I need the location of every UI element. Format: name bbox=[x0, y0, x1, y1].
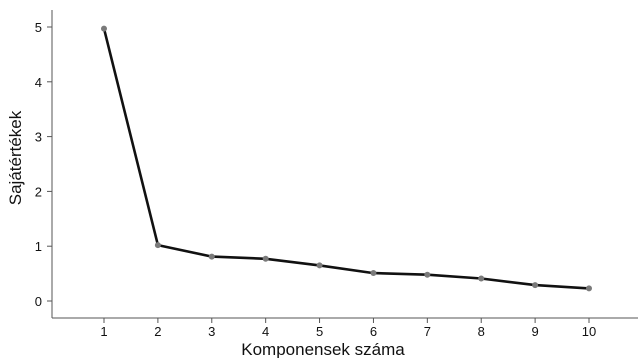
y-tick-label: 5 bbox=[35, 20, 42, 35]
data-point bbox=[370, 270, 377, 277]
x-tick-label: 2 bbox=[154, 324, 161, 339]
data-point bbox=[478, 275, 485, 282]
y-axis-title: Sajátértékek bbox=[6, 110, 25, 205]
x-tick-label: 7 bbox=[424, 324, 431, 339]
y-tick-label: 4 bbox=[35, 75, 42, 90]
series bbox=[101, 25, 592, 292]
eigenvalue-line bbox=[102, 28, 590, 290]
data-point bbox=[262, 255, 269, 262]
x-tick-label: 6 bbox=[370, 324, 377, 339]
data-point bbox=[532, 282, 539, 289]
y-tick-label: 2 bbox=[35, 184, 42, 199]
data-point bbox=[424, 271, 431, 278]
y-tick-label: 1 bbox=[35, 239, 42, 254]
data-point bbox=[208, 253, 215, 260]
y-ticks: 0 1 2 3 4 5 bbox=[35, 20, 52, 309]
y-tick-label: 3 bbox=[35, 130, 42, 145]
y-tick-label: 0 bbox=[35, 294, 42, 309]
x-tick-label: 1 bbox=[100, 324, 107, 339]
x-ticks: 1 2 3 4 5 6 7 8 9 10 bbox=[100, 318, 596, 339]
x-tick-label: 9 bbox=[531, 324, 538, 339]
x-tick-label: 3 bbox=[208, 324, 215, 339]
axes bbox=[51, 10, 638, 319]
x-tick-label: 8 bbox=[478, 324, 485, 339]
data-point bbox=[101, 25, 107, 32]
data-point bbox=[154, 242, 161, 249]
x-axis-title: Komponensek száma bbox=[241, 340, 405, 358]
data-point bbox=[316, 262, 323, 269]
data-point bbox=[586, 285, 592, 292]
x-tick-label: 4 bbox=[262, 324, 269, 339]
x-tick-label: 5 bbox=[316, 324, 323, 339]
x-tick-label: 10 bbox=[582, 324, 596, 339]
